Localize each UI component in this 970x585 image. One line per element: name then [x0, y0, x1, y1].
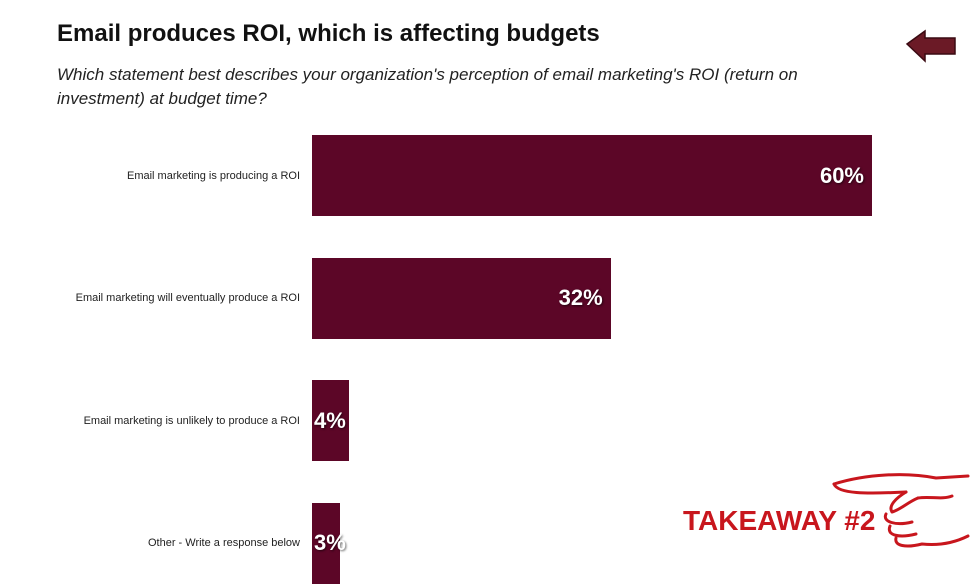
- category-label: Email marketing is unlikely to produce a…: [83, 414, 300, 427]
- pointing-hand: [832, 473, 970, 548]
- bar: [312, 257, 611, 339]
- bar: [312, 380, 350, 461]
- value-label: 4%: [314, 407, 346, 433]
- back-arrow[interactable]: [905, 28, 960, 64]
- bar: [312, 135, 872, 216]
- chart-subtitle: Which statement best describes your orga…: [57, 65, 798, 108]
- category-label: Email marketing will eventually produce …: [75, 292, 300, 304]
- category-label: Email marketing is producing a ROI: [126, 169, 300, 182]
- value-label: 32%: [558, 285, 603, 310]
- category-label: Other - Write a response below: [147, 537, 300, 549]
- annotation: TAKEAWAY #2: [683, 505, 876, 536]
- chart-title: Email produces ROI, which is affecting b…: [57, 20, 600, 47]
- value-label: 60%: [819, 162, 864, 188]
- bar: [312, 502, 340, 584]
- value-label: 3%: [314, 530, 346, 555]
